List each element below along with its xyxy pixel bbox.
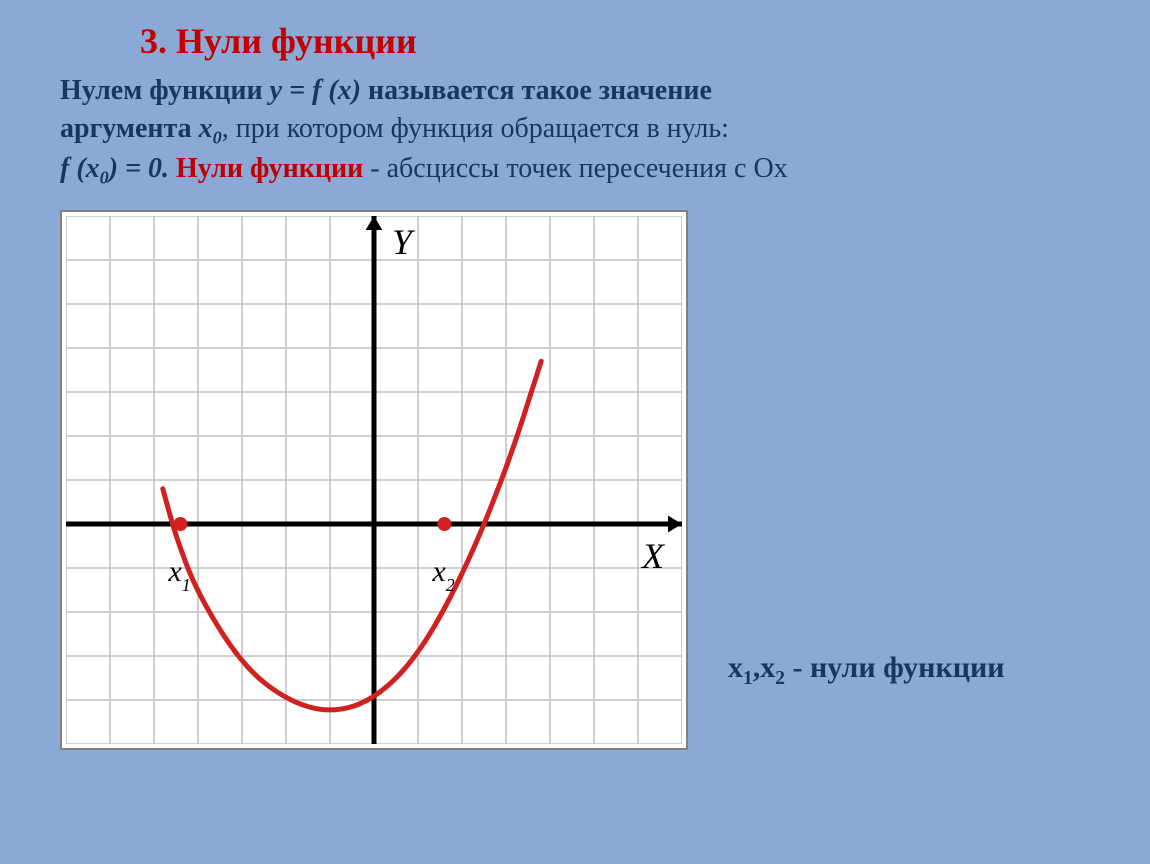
svg-text:X: X	[640, 536, 666, 576]
def-text: Нулем функции	[60, 75, 270, 106]
def-term: Нули функции	[176, 153, 363, 184]
chart-frame: YXx1x2	[60, 210, 688, 750]
definition-block: Нулем функции y = f (x) называется такое…	[60, 72, 1090, 190]
def-func: y = f (x)	[270, 75, 361, 106]
def-text: - абсциссы точек пересечения с Ох	[363, 153, 787, 184]
chart-row: YXx1x2 x1,x2 - нули функции	[60, 210, 1090, 750]
def-text: , при котором функция обращается в нуль:	[222, 113, 729, 144]
zeros-caption: x1,x2 - нули функции	[728, 651, 1005, 690]
section-title: 3. Нули функции	[140, 20, 1090, 62]
def-text: называется такое значение	[361, 75, 712, 106]
def-eq: f (x0) = 0.	[60, 153, 176, 184]
def-text: аргумента	[60, 113, 199, 144]
function-chart: YXx1x2	[66, 216, 682, 744]
def-arg: x0	[199, 113, 222, 144]
